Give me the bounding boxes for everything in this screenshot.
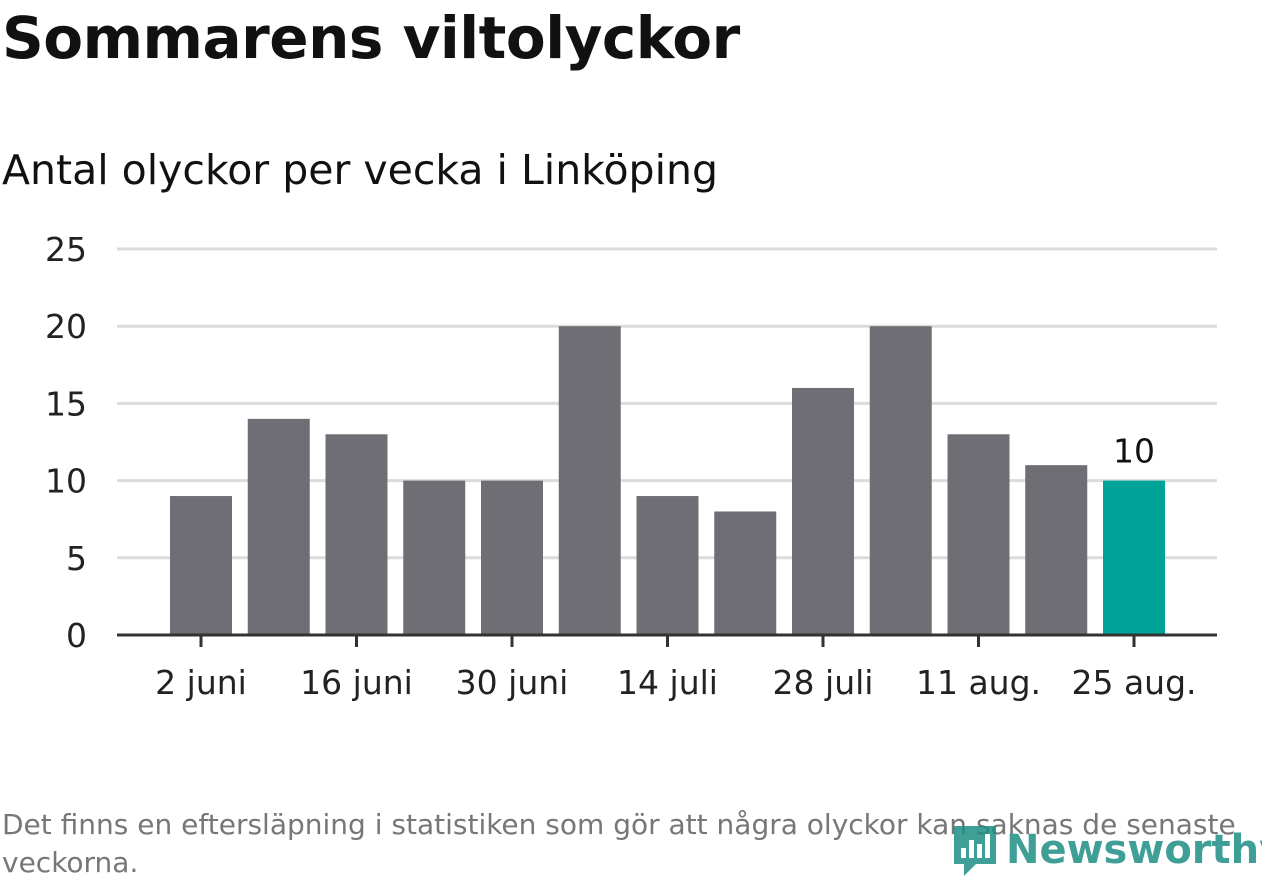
bar [1025, 465, 1088, 635]
data-labels: 10 [1113, 432, 1155, 471]
x-tick-label: 16 juni [300, 663, 413, 702]
x-tick-label: 11 aug. [916, 663, 1041, 702]
bar [869, 326, 932, 635]
bar-chart: 0 5 10 15 20 25 2 juni 16 juni 30 juni 14 juli 28… [45, 230, 1217, 702]
bar [714, 511, 777, 635]
y-tick-label: 0 [66, 616, 87, 655]
chart-title: Sommarens viltolyckor [2, 4, 740, 72]
bar [947, 434, 1010, 635]
bar [558, 326, 621, 635]
y-tick-label: 10 [45, 462, 87, 501]
x-tick-label: 25 aug. [1071, 663, 1196, 702]
bar [170, 496, 232, 635]
x-axis: 2 juni 16 juni 30 juni 14 juli 28 juli 11 aug… [117, 633, 1217, 702]
newsworthy-logo-icon [954, 826, 996, 876]
footnote: Det finns en eftersläpning i statistiken… [2, 808, 1236, 879]
bar [792, 387, 854, 635]
bar [1103, 480, 1165, 635]
y-tick-label: 25 [45, 230, 87, 269]
y-axis-ticks: 0 5 10 15 20 25 [45, 230, 87, 655]
x-tick-label: 2 juni [155, 663, 247, 702]
brand-name: Newsworthy [1006, 827, 1262, 873]
data-label: 10 [1113, 432, 1155, 471]
x-tick-label: 30 juni [456, 663, 569, 702]
bar [247, 418, 310, 635]
bar [481, 480, 543, 635]
x-tick-label: 28 juli [773, 663, 874, 702]
bars [170, 326, 1165, 635]
y-tick-label: 20 [45, 307, 87, 346]
y-tick-label: 15 [45, 384, 87, 423]
y-tick-label: 5 [66, 539, 87, 578]
brand-logo: Newsworthy [950, 822, 1262, 878]
x-tick-label: 14 juli [617, 663, 718, 702]
bar [325, 434, 388, 635]
chart-subtitle: Antal olyckor per vecka i Linköping [2, 146, 718, 194]
bar [636, 496, 699, 635]
bar [403, 480, 466, 635]
